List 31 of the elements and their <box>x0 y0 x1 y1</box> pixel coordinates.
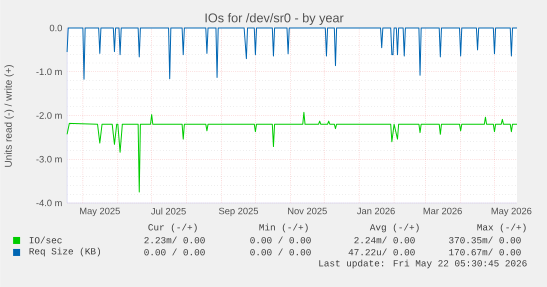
chart-title: IOs for /dev/sr0 - by year <box>206 13 344 25</box>
text: 0.00 / 0.00 <box>144 248 205 256</box>
text: 370.35m/ 0.00 <box>449 236 521 244</box>
y-axis-title: Units read (-) / write (+) <box>4 65 14 167</box>
text: 170.67m/ 0.00 <box>449 248 521 256</box>
legend-label: IO/sec <box>30 236 62 244</box>
text: 47.22u/ 0.00 <box>348 248 415 256</box>
text: Min (-/+) <box>259 224 308 232</box>
y-tick-label: -3.0 m <box>36 156 62 163</box>
x-tick-label: Nov 2025 <box>288 208 327 214</box>
text: Max (-/+) <box>477 224 526 232</box>
text: Cur (-/+) <box>148 224 197 232</box>
x-tick-label: May 2025 <box>80 208 120 216</box>
x-tick-label: Sep 2025 <box>218 208 258 216</box>
text: 2.24m/ 0.00 <box>354 236 415 244</box>
text: Avg (-/+) <box>370 224 419 232</box>
x-tick-label: May 2026 <box>492 208 532 216</box>
y-tick-label: -4.0 m <box>36 200 62 206</box>
legend-label: Req Size (KB) <box>30 248 100 256</box>
y-tick-label: -1.0 m <box>36 68 62 76</box>
text: 2.23m/ 0.00 <box>144 236 205 244</box>
x-tick-label: Jan 2026 <box>357 208 395 214</box>
y-tick-label: -2.0 m <box>36 112 62 119</box>
x-tick-label: Mar 2026 <box>424 208 462 214</box>
x-tick-label: Jul 2025 <box>151 208 186 215</box>
text: 0.00 / 0.00 <box>250 248 311 256</box>
text: 0.00 / 0.00 <box>250 236 311 244</box>
y-tick-label: 0.0 <box>50 24 62 32</box>
line-series <box>66 112 518 193</box>
line-series <box>66 28 518 80</box>
text: Last update: Fri May 22 05:30:45 2026 <box>319 260 527 268</box>
